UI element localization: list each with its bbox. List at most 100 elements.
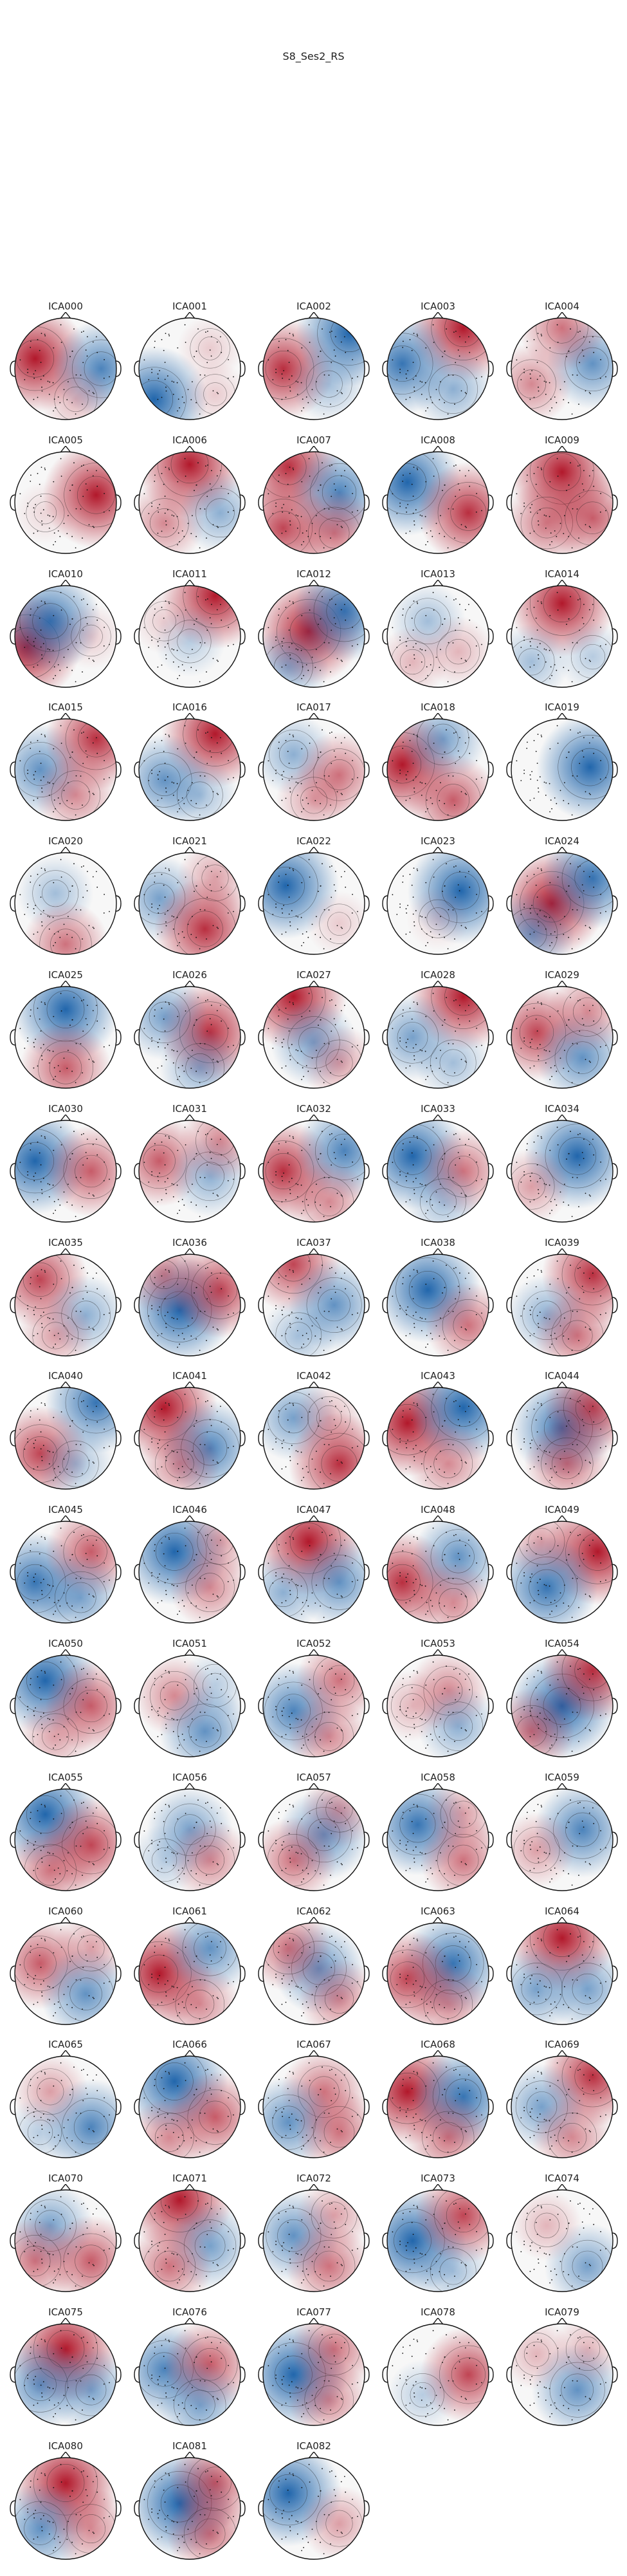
topomap-ica069: ICA069 [504, 2039, 620, 2167]
nose-marker [556, 1515, 568, 1523]
topomap-ica046: ICA046 [132, 1504, 248, 1633]
contour-line [523, 2341, 550, 2368]
contour-line [33, 501, 57, 524]
topomap-label: ICA021 [172, 835, 207, 848]
contour-line [558, 1136, 597, 1175]
sensor-points [19, 1929, 110, 2019]
head-outline [262, 451, 365, 554]
left-ear [134, 494, 140, 511]
sensor-points [516, 1394, 606, 1485]
topomap-ica017: ICA017 [256, 701, 372, 830]
nose-marker [308, 1783, 320, 1790]
sensor-points [19, 725, 110, 816]
topomap-label: ICA077 [296, 2306, 331, 2318]
topomap-label: ICA031 [172, 1102, 207, 1115]
head-outline [262, 1120, 365, 1223]
left-ear [134, 1430, 140, 1447]
scalp-map [10, 1783, 122, 1891]
head-outline [14, 1788, 117, 1891]
topomap-ica057: ICA057 [256, 1772, 372, 1900]
topomap-ica029: ICA029 [504, 969, 620, 1098]
topomap-label: ICA040 [48, 1370, 83, 1382]
left-ear [134, 1564, 140, 1580]
nose-marker [60, 2451, 71, 2459]
topomap-ica015: ICA015 [8, 701, 123, 830]
sensor-points [268, 1929, 358, 2019]
nose-marker [432, 713, 444, 720]
scalp-map [506, 579, 618, 688]
left-ear [134, 1698, 140, 1714]
topomap-ica032: ICA032 [256, 1103, 372, 1232]
right-ear [115, 895, 122, 912]
scalp-map [506, 713, 618, 822]
nose-marker [308, 2050, 320, 2057]
right-ear [115, 627, 122, 645]
contour-line [313, 585, 365, 642]
contour-line [450, 494, 487, 531]
sensor-points [19, 1661, 110, 1752]
right-ear [115, 494, 122, 511]
topomap-label: ICA015 [48, 701, 83, 714]
scalp-map [10, 1382, 122, 1490]
right-ear [487, 1698, 494, 1714]
scalp-map [382, 1916, 494, 2025]
nose-marker [60, 1382, 71, 1389]
negative-source [293, 585, 365, 662]
left-ear [506, 895, 513, 912]
nose-marker [60, 445, 71, 453]
topomap-ica048: ICA048 [380, 1504, 496, 1633]
topomap-ica030: ICA030 [8, 1103, 123, 1232]
contour-line [42, 1723, 69, 1750]
topomap-label: ICA012 [296, 568, 331, 580]
left-ear [506, 761, 513, 779]
left-ear [258, 2366, 264, 2383]
contour-line [511, 1163, 555, 1210]
sensor-points [19, 1795, 110, 1886]
topomap-label: ICA054 [545, 1638, 579, 1649]
contour-line [574, 2336, 601, 2362]
right-ear [239, 2232, 246, 2249]
topomap-label: ICA044 [545, 1370, 579, 1382]
topomap-label: ICA000 [48, 301, 83, 312]
topomap-ica041: ICA041 [132, 1370, 248, 1499]
topomap-label: ICA042 [296, 1370, 331, 1382]
topomap-ica067: ICA067 [256, 2039, 372, 2167]
scalp-map [134, 312, 246, 420]
head-outline [14, 584, 117, 688]
topomap-ica070: ICA070 [8, 2173, 123, 2301]
topomap-label: ICA075 [48, 2306, 83, 2318]
left-ear [506, 1163, 513, 1180]
head-outline [386, 1387, 489, 1490]
left-ear [258, 360, 264, 377]
sensor-points [19, 458, 110, 549]
contour-line [154, 2250, 185, 2282]
contour-line [410, 2382, 435, 2408]
right-ear [487, 1029, 494, 1046]
right-ear [239, 1430, 246, 1447]
head-outline [138, 2457, 241, 2560]
head-outline [14, 1253, 117, 1357]
sensor-points [392, 1661, 482, 1752]
contour-line [144, 600, 185, 642]
contour-line [536, 318, 588, 355]
nose-marker [556, 445, 568, 453]
right-ear [487, 1564, 494, 1580]
contour-line [316, 1405, 342, 1431]
head-outline [138, 2055, 241, 2159]
head-outline [386, 451, 489, 554]
head-outline [262, 1788, 365, 1891]
contour-line [63, 386, 89, 412]
left-ear [10, 2099, 16, 2116]
topomap-ica062: ICA062 [256, 1905, 372, 2034]
contour-line [26, 493, 65, 532]
left-ear [382, 1163, 388, 1180]
topomap-label: ICA029 [545, 969, 579, 981]
left-ear [258, 1029, 264, 1046]
left-ear [258, 2232, 264, 2249]
positive-source [425, 1282, 489, 1356]
sensor-points [268, 2062, 358, 2153]
nose-marker [308, 445, 320, 453]
head-outline [138, 986, 241, 1089]
topomap-ica051: ICA051 [132, 1638, 248, 1766]
sensor-points [143, 591, 234, 682]
